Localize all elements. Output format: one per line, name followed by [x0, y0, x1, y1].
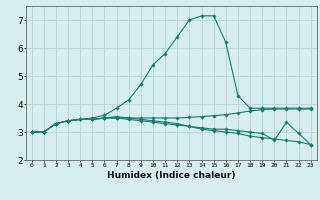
X-axis label: Humidex (Indice chaleur): Humidex (Indice chaleur)	[107, 171, 236, 180]
